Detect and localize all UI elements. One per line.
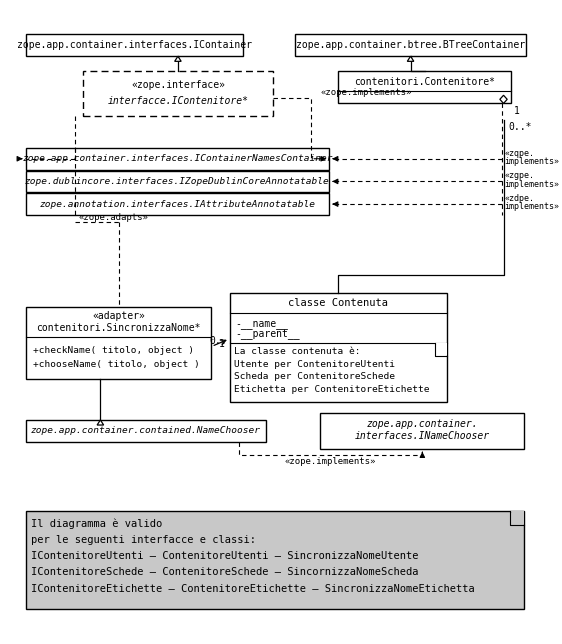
Text: per le seguenti interfacce e classi:: per le seguenti interfacce e classi: <box>31 535 256 545</box>
Text: zope.app.container.interfaces.IContainer: zope.app.container.interfaces.IContainer <box>17 41 252 50</box>
Text: +chooseName( titolo, object ): +chooseName( titolo, object ) <box>33 360 200 369</box>
Text: zope.annotation.interfaces.IAttributeAnnotatable: zope.annotation.interfaces.IAttributeAnn… <box>39 200 315 209</box>
Bar <box>25 35 243 56</box>
Text: Utente per ContenitoreUtenti: Utente per ContenitoreUtenti <box>234 360 395 369</box>
Text: «zope.implements»: «zope.implements» <box>320 88 412 97</box>
Text: zope.app.container.interfaces.IContainerNamesContainer: zope.app.container.interfaces.IContainer… <box>22 155 333 163</box>
Bar <box>25 148 329 169</box>
Text: La classe contenuta è:: La classe contenuta è: <box>234 347 361 356</box>
Text: IContenitoreSchede – ContenitoreSchede – SincornizzaNomeScheda: IContenitoreSchede – ContenitoreSchede –… <box>31 567 419 577</box>
Bar <box>338 71 511 104</box>
Text: 0..: 0.. <box>210 336 227 346</box>
Text: interfacce.IContenitore*: interfacce.IContenitore* <box>107 96 248 106</box>
Bar <box>83 71 273 116</box>
Bar <box>25 420 266 442</box>
Text: 1: 1 <box>514 106 520 116</box>
Polygon shape <box>510 511 524 525</box>
Text: «adapter»: «adapter» <box>92 310 145 321</box>
Polygon shape <box>500 95 507 104</box>
Bar <box>25 511 524 609</box>
Polygon shape <box>407 56 414 61</box>
Text: zope.app.container.contained.NameChooser: zope.app.container.contained.NameChooser <box>31 426 261 435</box>
Text: «zope.adapts»: «zope.adapts» <box>78 213 148 222</box>
Text: 0..*: 0..* <box>508 122 532 132</box>
Text: implements»: implements» <box>505 157 559 166</box>
Text: Etichetta per ContenitoreEtichette: Etichetta per ContenitoreEtichette <box>234 385 430 394</box>
Bar <box>25 307 211 379</box>
Bar <box>320 413 524 449</box>
Text: «zdpe.: «zdpe. <box>505 194 534 203</box>
Text: -__parent__: -__parent__ <box>235 330 300 340</box>
Text: classe Contenuta: classe Contenuta <box>288 298 388 308</box>
Text: «zgpe.: «zgpe. <box>505 171 534 180</box>
Text: zope.app.container.btree.BTreeContainer: zope.app.container.btree.BTreeContainer <box>296 41 525 50</box>
Text: Il diagramma è valido: Il diagramma è valido <box>31 518 162 529</box>
Text: IContenitoreUtenti – ContenitoreUtenti – SincronizzaNomeUtente: IContenitoreUtenti – ContenitoreUtenti –… <box>31 551 419 561</box>
Text: -__name__: -__name__ <box>235 319 288 329</box>
Polygon shape <box>434 343 447 355</box>
Bar <box>25 193 329 215</box>
Text: «zqpe.: «zqpe. <box>505 149 534 158</box>
Text: «zope.interface»: «zope.interface» <box>131 80 225 90</box>
Text: 1: 1 <box>219 339 225 349</box>
Text: +checkName( titolo, object ): +checkName( titolo, object ) <box>33 346 194 355</box>
Text: Scheda per ContenitoreSchede: Scheda per ContenitoreSchede <box>234 372 395 381</box>
Text: zope.app.container.: zope.app.container. <box>366 419 478 428</box>
Text: implements»: implements» <box>505 180 559 189</box>
Text: IContenitoreEtichette – ContenitoreEtichette – SincronizzaNomeEtichetta: IContenitoreEtichette – ContenitoreEtich… <box>31 583 475 594</box>
Polygon shape <box>97 420 103 425</box>
Text: implements»: implements» <box>505 202 559 211</box>
Polygon shape <box>175 56 181 61</box>
Bar <box>295 35 526 56</box>
Text: zope.dublincore.interfaces.IZopeDublinCoreAnnotatable: zope.dublincore.interfaces.IZopeDublinCo… <box>25 177 330 186</box>
Bar <box>25 171 329 193</box>
Bar <box>230 293 447 402</box>
Text: contenitori.Contenitore*: contenitori.Contenitore* <box>354 77 495 87</box>
Text: contenitori.SincronizzaNome*: contenitori.SincronizzaNome* <box>37 323 201 334</box>
Text: interfaces.INameChooser: interfaces.INameChooser <box>355 431 490 441</box>
Text: «zope.implements»: «zope.implements» <box>285 457 376 466</box>
